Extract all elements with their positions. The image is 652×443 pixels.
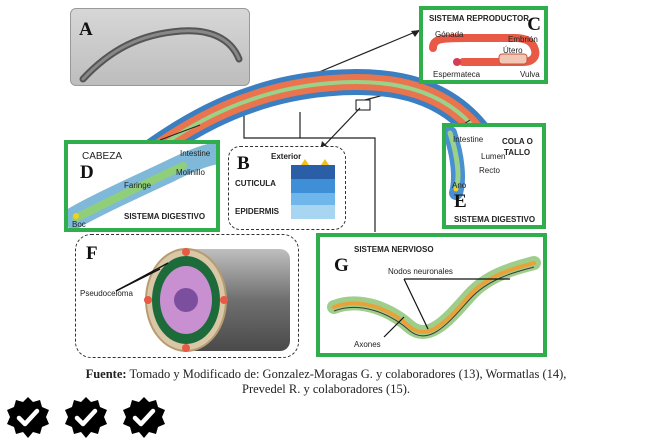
cross-section-illustration: [115, 248, 290, 352]
panel-g-title: SISTEMA NERVIOSO: [354, 245, 434, 254]
micrograph-worm-image: [79, 27, 243, 83]
panel-a-letter: A: [79, 19, 93, 40]
check-badge-icon: [7, 397, 49, 438]
panel-c-letter: C: [527, 14, 541, 35]
label-nodos-neuronales: Nodos neuronales: [388, 267, 453, 276]
label-lumen: Lumen: [481, 152, 506, 161]
panel-b-cuticle: B Exterior CUTICULA EPIDERMIS: [228, 146, 346, 230]
panel-d-title: CABEZA: [82, 151, 123, 162]
caption-source-label: Fuente:: [85, 367, 127, 381]
caption-line-1: Tomado y Modificado de: Gonzalez-Moragas…: [129, 367, 567, 381]
nervous-system-illustration: [327, 256, 541, 339]
panel-a-micrograph: A: [70, 8, 250, 86]
label-gonada: Gónada: [435, 30, 464, 39]
figure-caption: Fuente: Tomado y Modificado de: Gonzalez…: [0, 367, 652, 397]
label-cuticula: CUTICULA: [235, 179, 276, 188]
connector-line-b: [319, 107, 361, 151]
panel-b-letter: B: [237, 153, 250, 174]
panel-f-letter: F: [86, 243, 98, 264]
panel-c-reproductive-system: SISTEMA REPRODUCTOR C Gónada Embrión Úte…: [419, 6, 548, 84]
panel-d-head-digestive: CABEZA D Intestine Molinillo Faringe Boc…: [64, 140, 220, 232]
tail-illustration: [446, 127, 465, 200]
connector-line-f-g: [243, 108, 376, 232]
head-illustration: [68, 144, 216, 228]
label-axones: Axones: [354, 340, 381, 349]
label-exterior: Exterior: [271, 152, 302, 161]
label-intestine-d: Intestine: [180, 149, 211, 158]
label-embrion: Embrión: [508, 35, 538, 44]
label-espermateca: Espermateca: [433, 70, 481, 79]
label-molinillo: Molinillo: [176, 168, 205, 177]
label-boc: Boc: [72, 220, 86, 229]
caption-line-2: Prevedel R. y colaboradores (15).: [242, 382, 410, 396]
label-faringe: Faringe: [124, 181, 152, 190]
panel-c-title: SISTEMA REPRODUCTOR: [429, 14, 530, 23]
panel-e-tail-digestive: COLA O TALLO Intestine Lumen Recto Ano E…: [442, 123, 546, 229]
cuticle-layers-illustration: [291, 159, 335, 219]
panel-g-nervous-system: SISTEMA NERVIOSO G Nodos neuronales Axon…: [316, 233, 547, 357]
label-recto: Recto: [479, 166, 500, 175]
label-sistema-digestivo-e: SISTEMA DIGESTIVO: [454, 215, 536, 224]
check-badge-icon: [65, 397, 107, 438]
label-epidermis: EPIDERMIS: [235, 207, 280, 216]
label-sistema-digestivo-d: SISTEMA DIGESTIVO: [124, 212, 206, 221]
panel-e-letter: E: [454, 191, 467, 212]
label-pseudoceloma: Pseudoceloma: [80, 289, 133, 298]
label-utero: Útero: [503, 46, 523, 55]
check-badge-icon: [123, 397, 165, 438]
panel-f-cross-section: F Pseudoceloma: [75, 234, 299, 358]
label-ano: Ano: [452, 181, 467, 190]
label-vulva: Vulva: [520, 70, 540, 79]
panel-e-title-line2: TALLO: [504, 148, 531, 157]
panel-d-letter: D: [80, 162, 94, 183]
label-intestine-e: Intestine: [453, 135, 484, 144]
reproductive-organs-illustration: [429, 34, 540, 66]
worm-zoom-box: [355, 99, 371, 111]
panel-e-title-line1: COLA O: [502, 137, 533, 146]
panel-g-letter: G: [334, 255, 349, 276]
